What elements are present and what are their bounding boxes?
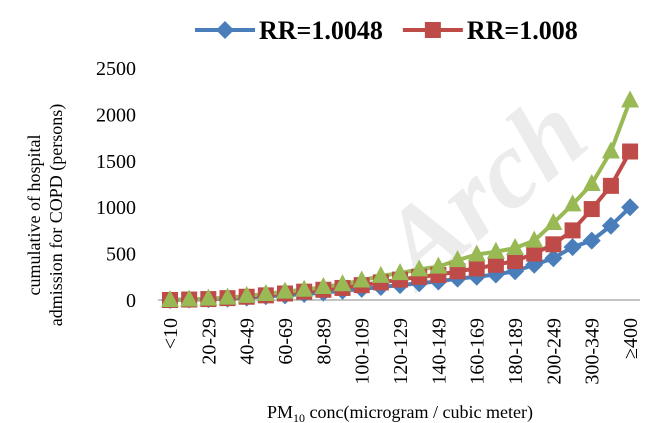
point [295, 279, 314, 297]
y-tick-label: 500 [106, 244, 136, 266]
y-axis-title: cumulative of hospital [24, 135, 44, 296]
legend-label: RR=1.0048 [259, 16, 383, 45]
point [601, 141, 620, 159]
point [545, 236, 562, 253]
point [526, 245, 543, 262]
point [161, 290, 179, 307]
x-tick-label: 140-149 [428, 318, 450, 385]
point [391, 263, 410, 281]
point [525, 230, 544, 248]
point [506, 238, 525, 256]
point [468, 260, 485, 277]
y-tick-label: 2500 [96, 58, 136, 80]
x-tick-label: 160-169 [467, 318, 489, 385]
x-tick-label: ≥400 [620, 318, 642, 359]
legend-label: RR=1.008 [467, 16, 578, 45]
point [621, 198, 640, 217]
point [410, 259, 429, 277]
point [601, 216, 620, 235]
y-axis-title: admission for COPD (persons) [46, 104, 67, 327]
point [582, 231, 601, 250]
x-axis-title-part: conc(microgram / cubic meter) [305, 402, 533, 423]
legend-marker [424, 22, 441, 38]
point [487, 256, 504, 273]
x-tick-label: 60-69 [275, 318, 297, 365]
point [544, 249, 563, 268]
y-tick-label: 2000 [96, 104, 136, 126]
x-tick-label: 200-249 [543, 318, 565, 385]
point [199, 288, 218, 306]
y-tick-label: 0 [126, 290, 136, 312]
point [180, 289, 199, 307]
point [622, 143, 639, 160]
point [276, 281, 295, 299]
point [486, 241, 505, 259]
point [507, 253, 524, 270]
point [563, 194, 582, 212]
x-tick-label: 300-349 [582, 318, 604, 385]
point [564, 222, 581, 239]
point [352, 270, 371, 288]
x-tick-label: 80-89 [313, 318, 335, 365]
point [563, 238, 582, 257]
point [256, 283, 275, 301]
point [448, 250, 467, 268]
y-tick-label: 1000 [96, 197, 136, 219]
point [333, 274, 352, 292]
point [583, 201, 600, 218]
x-axis-title-part: PM [267, 402, 293, 422]
point [621, 90, 640, 108]
legend-marker [216, 21, 234, 39]
point [602, 177, 619, 194]
point [218, 287, 237, 305]
x-tick-label: <10 [160, 318, 182, 349]
point [371, 265, 390, 283]
point [544, 212, 563, 230]
x-axis-title: PM10 conc(microgram / cubic meter) [267, 402, 533, 423]
x-tick-label: 20-29 [198, 318, 220, 365]
x-tick-label: 40-49 [237, 318, 259, 365]
x-tick-label: 120-129 [390, 318, 412, 385]
x-axis-title-sub: 10 [293, 411, 305, 423]
point [314, 277, 333, 295]
point [582, 174, 601, 191]
point [237, 285, 256, 303]
x-tick-label: 100-109 [352, 318, 374, 385]
point [467, 244, 486, 262]
x-tick-label: 180-189 [505, 318, 527, 385]
point [449, 263, 466, 280]
y-tick-label: 1500 [96, 151, 136, 173]
point [429, 256, 448, 274]
